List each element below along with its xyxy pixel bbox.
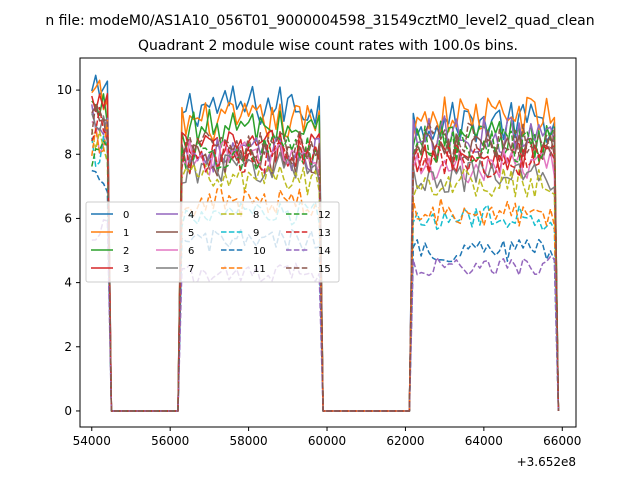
legend-box [85,201,340,283]
legend-label-10: 10 [253,246,266,257]
legend-label-2: 2 [123,246,129,257]
x-tick-label: 56000 [151,434,189,448]
y-tick-label: 8 [64,147,72,161]
y-tick-label: 2 [64,340,72,354]
legend-label-9: 9 [253,228,259,239]
x-tick-label: 64000 [465,434,503,448]
x-tick-label: 66000 [543,434,581,448]
x-tick-label: 54000 [73,434,111,448]
legend-label-4: 4 [188,210,194,221]
axes-frame [79,57,577,428]
y-tick-label: 10 [57,83,72,97]
legend-label-6: 6 [188,246,194,257]
x-tick-label: 60000 [308,434,346,448]
figure-suptitle: n file: modeM0/AS1A10_056T01_9000004598_… [45,13,594,29]
x-tick-label: 62000 [386,434,424,448]
legend-label-15: 15 [318,264,331,275]
legend-label-7: 7 [188,264,194,275]
series-line-9 [91,135,560,412]
legend-label-3: 3 [123,264,129,275]
x-tick-label: 58000 [230,434,268,448]
ticks-layer: 54000 56000 58000 60000 62000 64000 66000 0 2 4 6 8… [57,83,582,448]
legend-label-14: 14 [318,246,331,257]
series-layer [91,74,560,412]
legend-label-11: 11 [253,264,266,275]
legend-label-0: 0 [123,210,129,221]
y-tick-label: 4 [64,276,72,290]
y-tick-label: 0 [64,404,72,418]
series-line-15 [91,102,560,412]
legend-label-12: 12 [318,210,331,221]
legend-label-13: 13 [318,228,331,239]
chart-title: Quadrant 2 module wise count rates with … [138,38,518,54]
legend-label-1: 1 [123,228,129,239]
legend-label-8: 8 [253,210,259,221]
x-axis-offset-label: +3.652e8 [517,455,576,469]
legend-label-5: 5 [188,228,194,239]
y-tick-label: 6 [64,211,72,225]
